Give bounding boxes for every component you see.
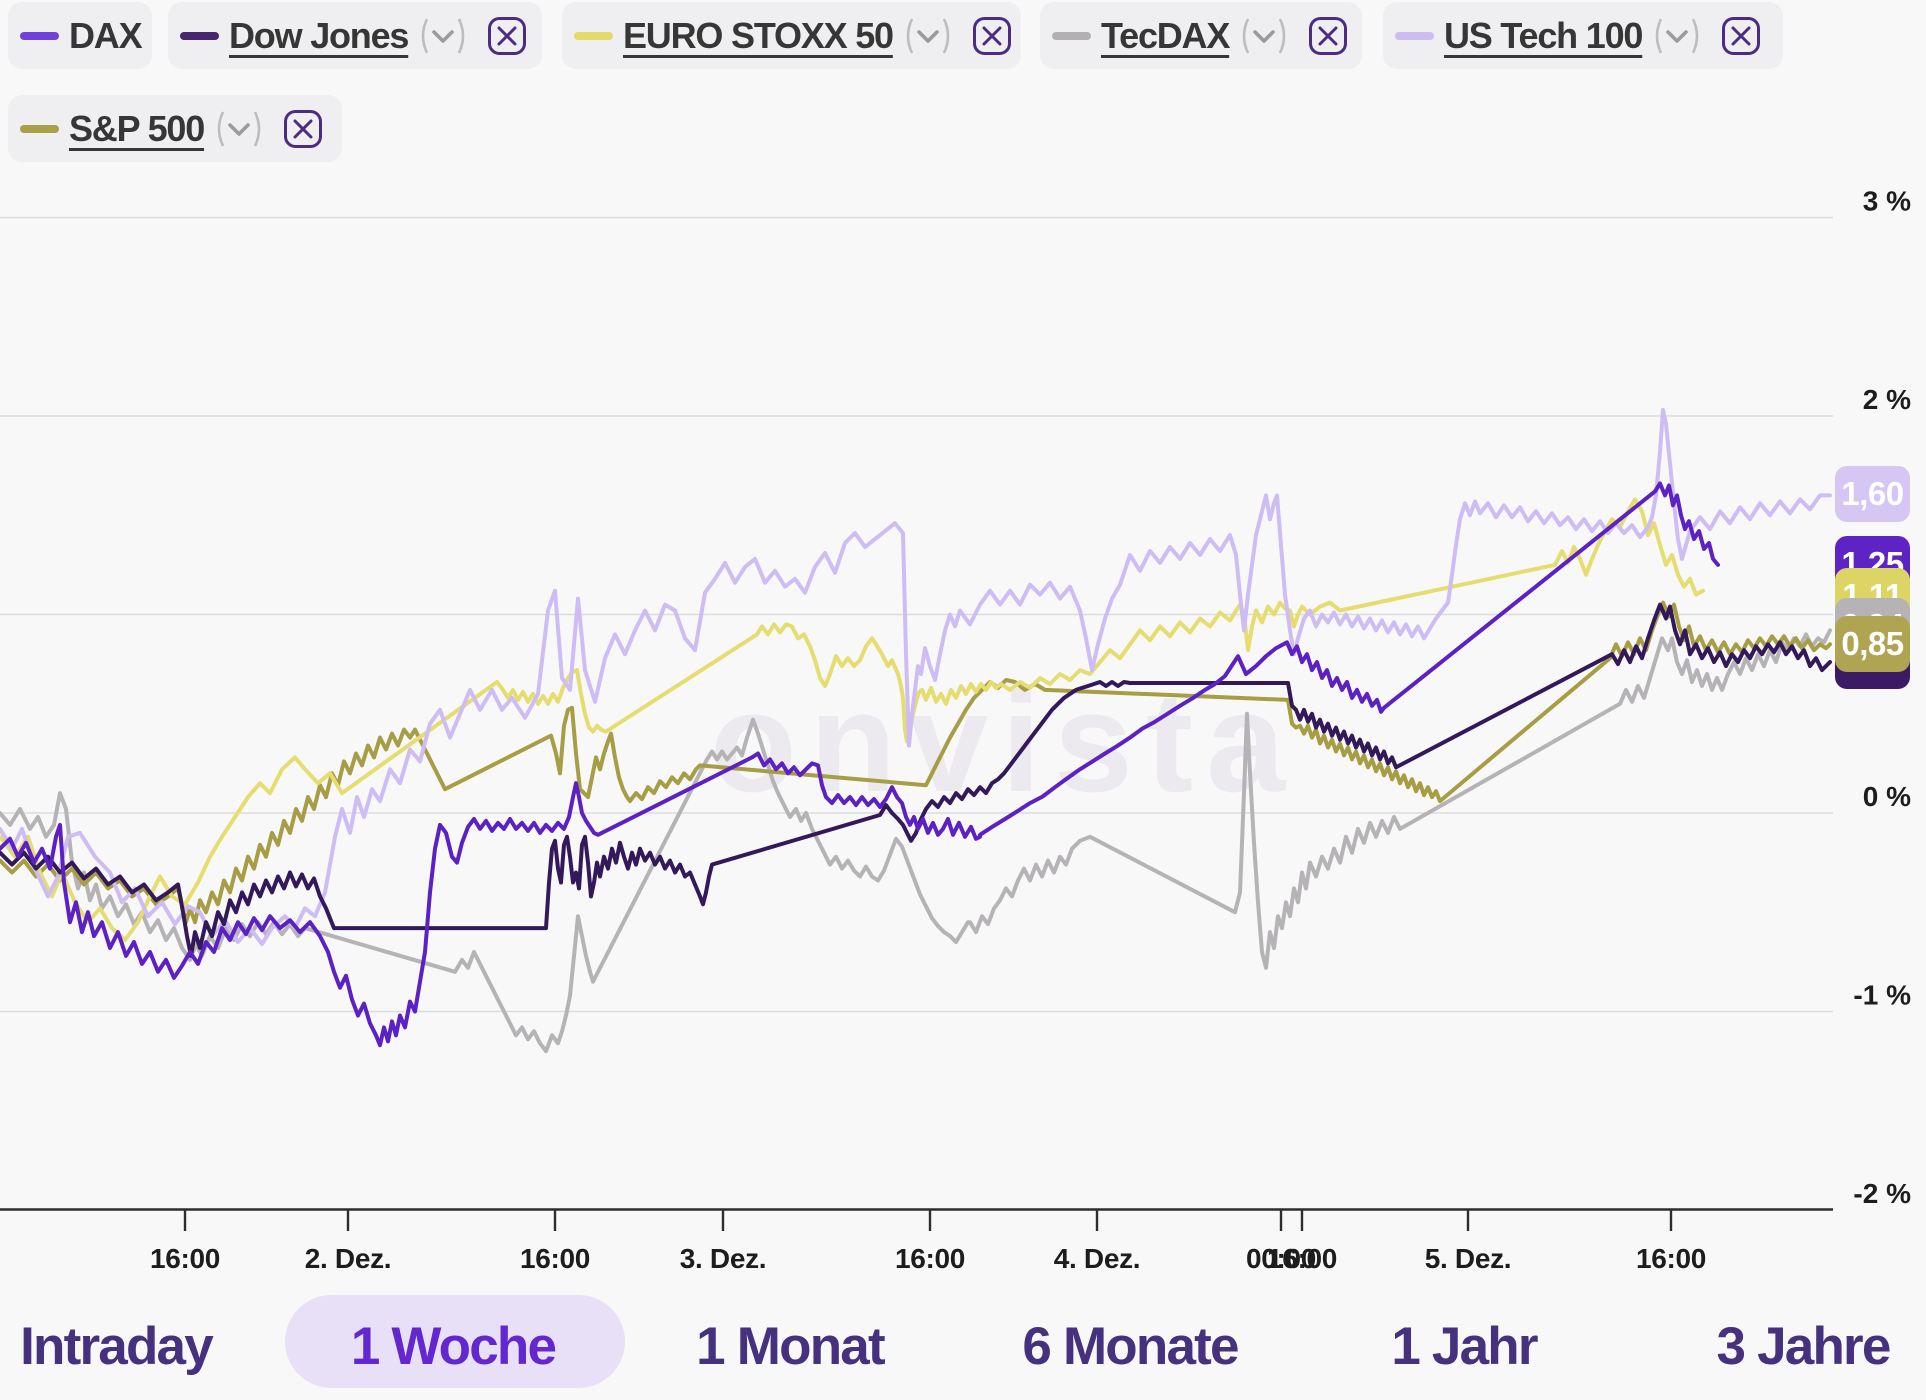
- svg-text:16:00: 16:00: [1636, 1243, 1706, 1274]
- svg-text:3 %: 3 %: [1863, 186, 1911, 217]
- svg-text:16:00: 16:00: [150, 1243, 220, 1274]
- svg-text:16:00: 16:00: [520, 1243, 590, 1274]
- svg-text:4. Dez.: 4. Dez.: [1054, 1243, 1141, 1274]
- svg-text:-1 %: -1 %: [1853, 980, 1911, 1011]
- svg-text:-2 %: -2 %: [1853, 1178, 1911, 1209]
- svg-text:0 %: 0 %: [1863, 781, 1911, 812]
- svg-text:2 %: 2 %: [1863, 384, 1911, 415]
- svg-text:00:00: 00:00: [1246, 1243, 1316, 1274]
- svg-text:5. Dez.: 5. Dez.: [1425, 1243, 1512, 1274]
- svg-text:2. Dez.: 2. Dez.: [305, 1243, 392, 1274]
- svg-text:3. Dez.: 3. Dez.: [680, 1243, 767, 1274]
- svg-text:16:00: 16:00: [895, 1243, 965, 1274]
- svg-text:16:00: 16:00: [1267, 1243, 1337, 1274]
